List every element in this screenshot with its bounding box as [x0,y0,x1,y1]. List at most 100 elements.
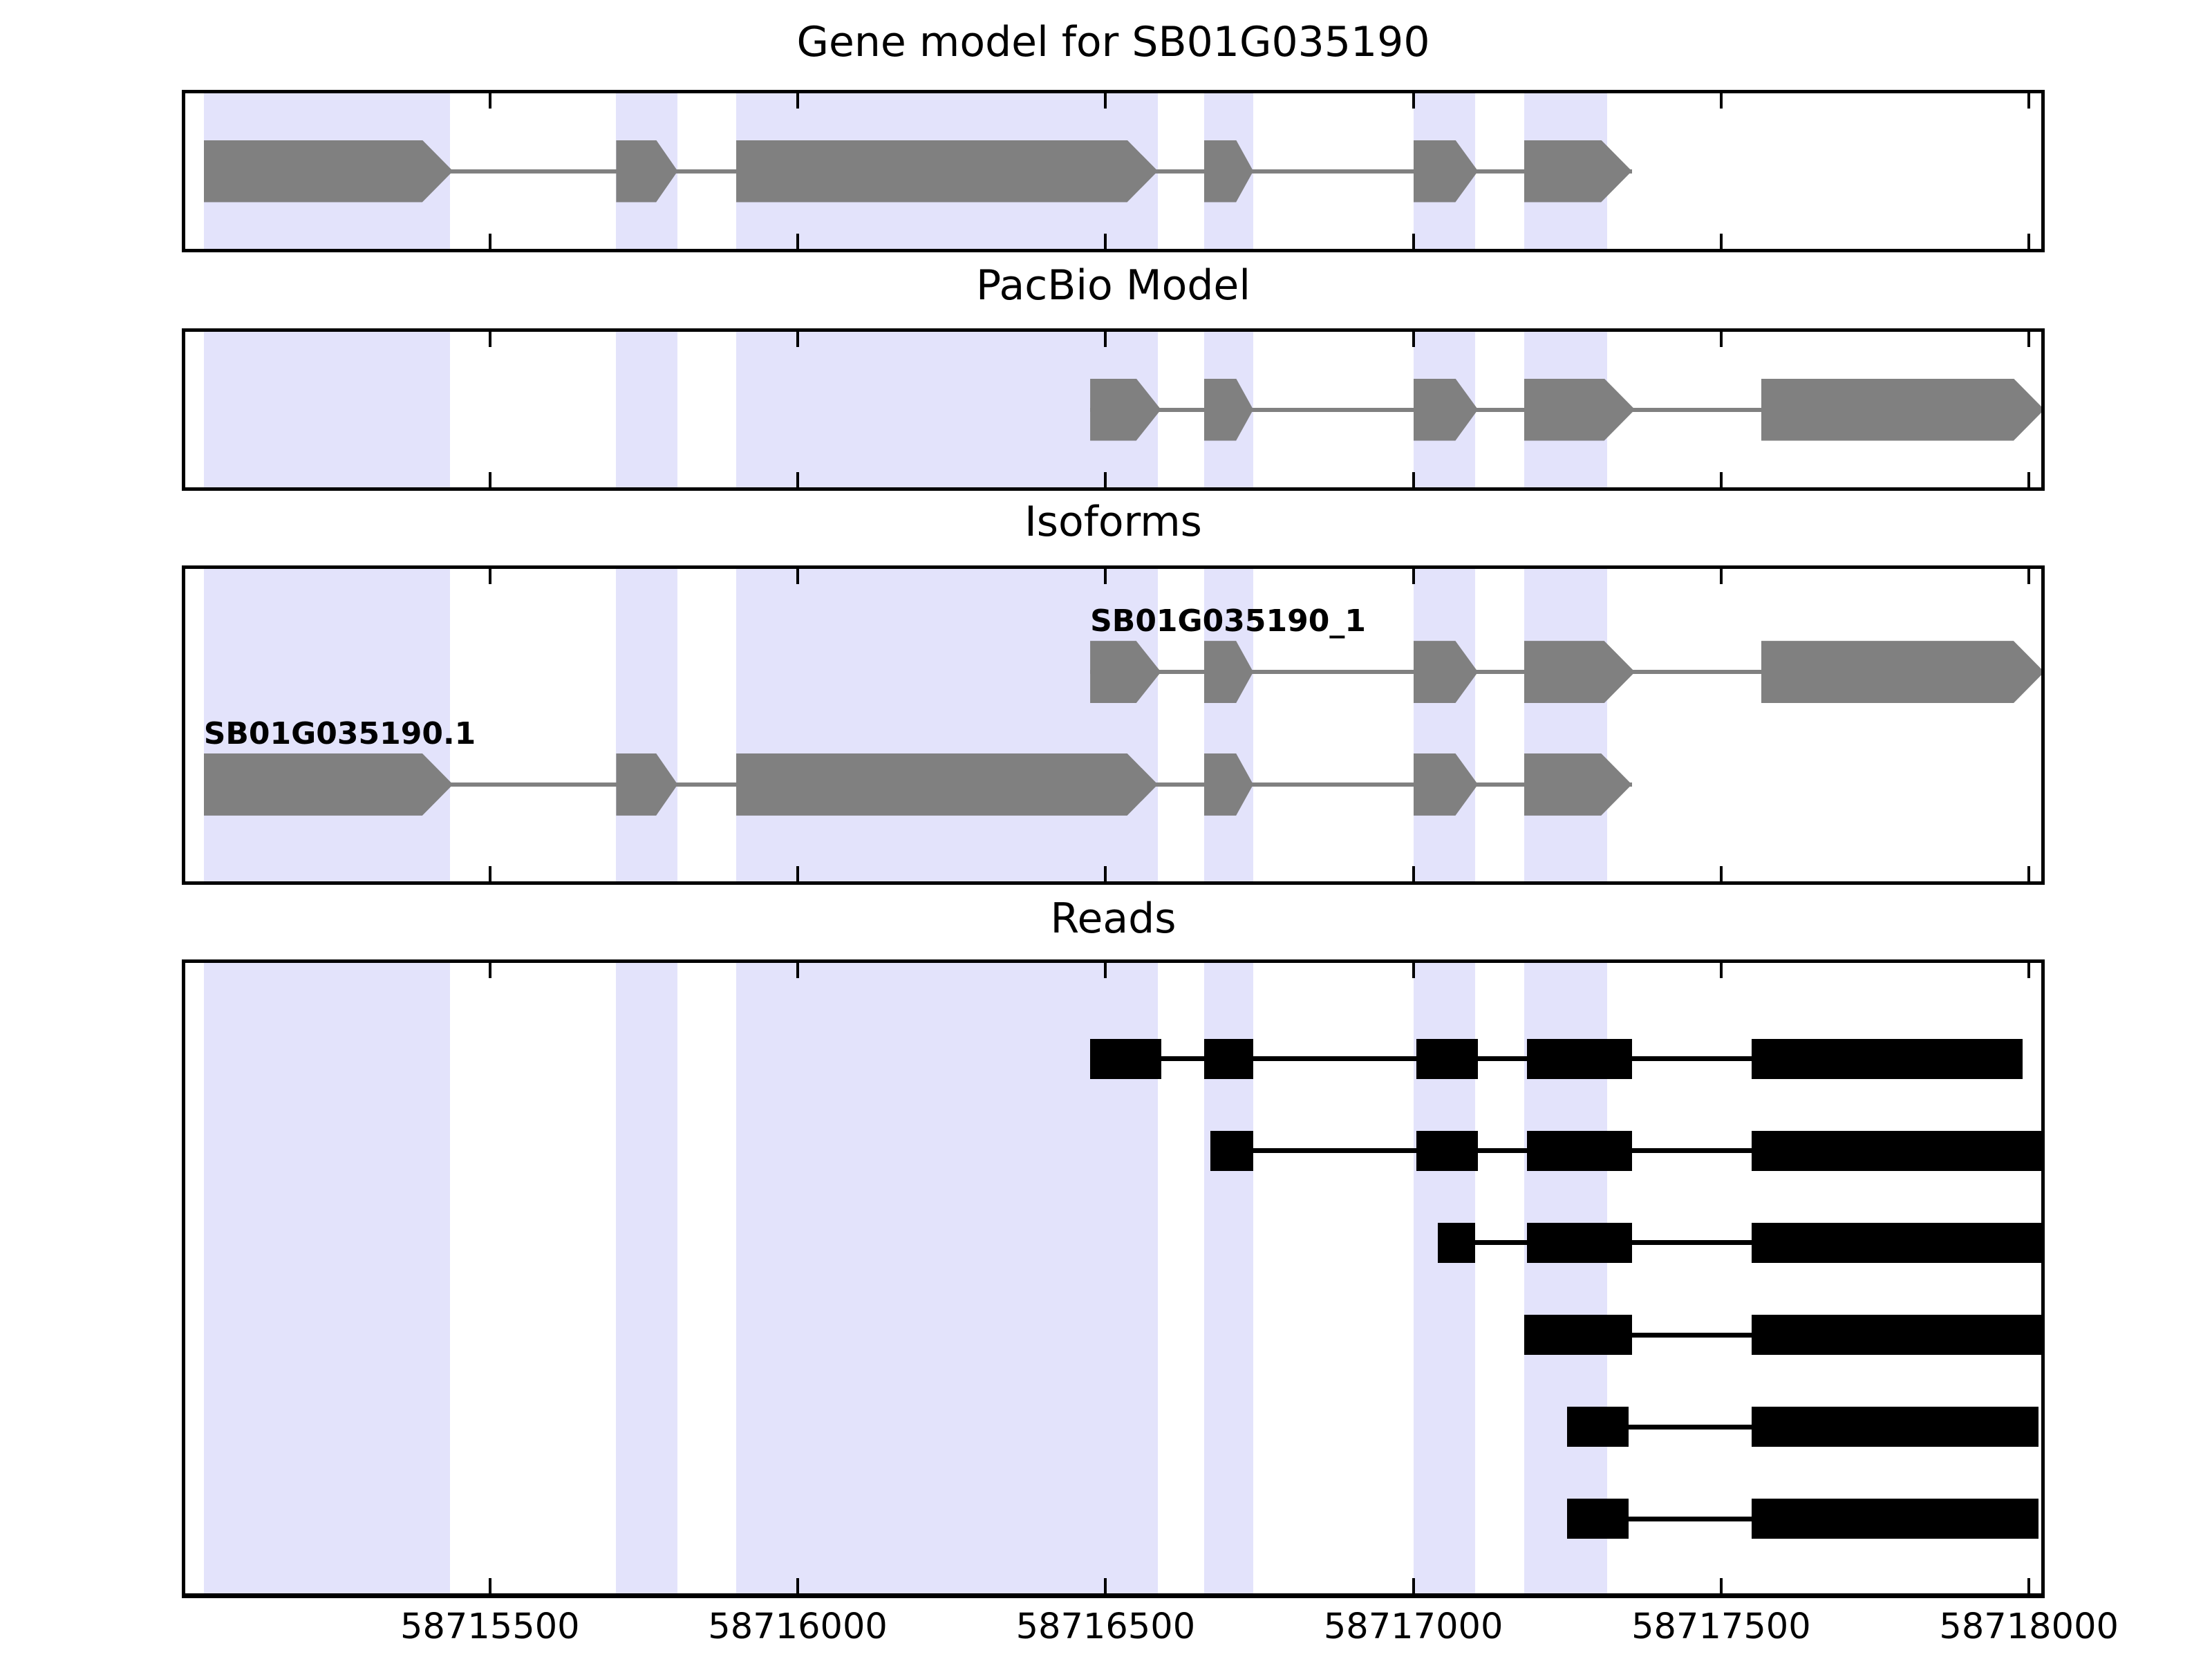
read-exon-block [1752,1499,2038,1539]
read-exon-block [1416,1038,1479,1079]
read-exon-block [1527,1222,1632,1263]
axis-tick [488,472,491,487]
reads-panel [182,959,2045,1598]
axis-tick [1719,569,1723,584]
axis-tick [1104,234,1107,249]
axis-tick [488,866,491,881]
x-axis-tick-label: 58716500 [1015,1606,1196,1647]
axis-tick [1104,472,1107,487]
axis-tick [796,963,800,978]
axis-tick [2027,332,2031,347]
read-exon-block [1567,1407,1629,1447]
exon-block [1524,641,1635,703]
read-exon-block [1527,1130,1632,1171]
axis-tick [796,234,800,249]
panel-title-pacbio-model: PacBio Model [975,261,1250,310]
read-exon-block [1752,1315,2041,1356]
axis-tick [1719,472,1723,487]
axis-tick [1104,866,1107,881]
isoforms-panel: SB01G035190_1 SB01G035190.1 [182,565,2045,885]
exon-highlight-band [203,569,450,881]
exon-highlight-band [1413,569,1475,881]
axis-tick [796,866,800,881]
axis-tick [488,569,491,584]
x-axis-tick-label: 58716000 [708,1606,888,1647]
axis-tick [796,332,800,347]
axis-tick [488,963,491,978]
exon-highlight-band [203,332,450,487]
read-alignment-line [1438,1240,2041,1246]
read-exon-block [1203,1038,1254,1079]
read-exon-block [1438,1222,1475,1263]
exon-block [1761,379,2045,441]
exon-block [1524,753,1632,816]
exon-highlight-band [1524,569,1608,881]
panel-title-isoforms: Isoforms [1024,498,1202,546]
x-axis-tick-label: 58717500 [1631,1606,1811,1647]
exon-highlight-band [616,569,678,881]
exon-block [204,753,453,816]
panel-title-gene-model: Gene model for SB01G035190 [796,18,1430,66]
axis-tick [1412,569,1415,584]
isoform-label: SB01G035190_1 [1090,603,1366,639]
exon-highlight-band [616,332,678,487]
x-axis-tick-label: 58715500 [400,1606,580,1647]
read-exon-block [1752,1407,2038,1447]
x-axis-tick-label: 58718000 [1939,1606,2119,1647]
axis-tick [1412,472,1415,487]
axis-tick [1104,93,1107,109]
axis-tick [2027,234,2031,249]
exon-block [736,753,1158,816]
isoform-label: SB01G035190.1 [203,715,476,751]
axis-tick [1719,93,1723,109]
axis-tick [2027,1578,2031,1593]
axis-tick [2027,472,2031,487]
axis-tick [1104,332,1107,347]
exon-highlight-band [616,963,678,1593]
axis-tick [2027,569,2031,584]
read-exon-block [1752,1222,2041,1263]
exon-highlight-band [736,963,1159,1593]
pacbio-model-panel [182,328,2045,491]
axis-tick [1104,1578,1107,1593]
axis-tick [2027,963,2031,978]
axis-tick [1719,332,1723,347]
read-exon-block [1527,1038,1632,1079]
read-exon-block [1090,1038,1161,1079]
axis-tick [1412,1578,1415,1593]
read-exon-block [1524,1315,1632,1356]
read-exon-block [1752,1038,2023,1079]
axis-tick [488,1578,491,1593]
exon-highlight-band [736,569,1159,881]
axis-tick [1412,93,1415,109]
axis-tick [796,1578,800,1593]
exon-highlight-band [1203,569,1254,881]
axis-tick [796,93,800,109]
axis-tick [1719,963,1723,978]
exon-highlight-band [203,963,450,1593]
axis-tick [488,234,491,249]
read-exon-block [1210,1130,1254,1171]
axis-tick [1719,866,1723,881]
axis-tick [488,332,491,347]
axis-tick [488,93,491,109]
exon-block [1524,140,1632,203]
axis-tick [2027,866,2031,881]
axis-tick [1719,234,1723,249]
read-exon-block [1752,1130,2041,1171]
axis-tick [1412,332,1415,347]
axis-tick [1719,1578,1723,1593]
axis-tick [1104,963,1107,978]
axis-tick [1412,234,1415,249]
axis-tick [796,569,800,584]
axis-tick [1412,866,1415,881]
read-exon-block [1567,1499,1629,1539]
gene-model-panel [182,90,2045,252]
axis-tick [1412,963,1415,978]
exon-block [204,140,453,203]
axis-tick [796,472,800,487]
exon-block [736,140,1158,203]
axis-tick [2027,93,2031,109]
read-exon-block [1416,1130,1479,1171]
